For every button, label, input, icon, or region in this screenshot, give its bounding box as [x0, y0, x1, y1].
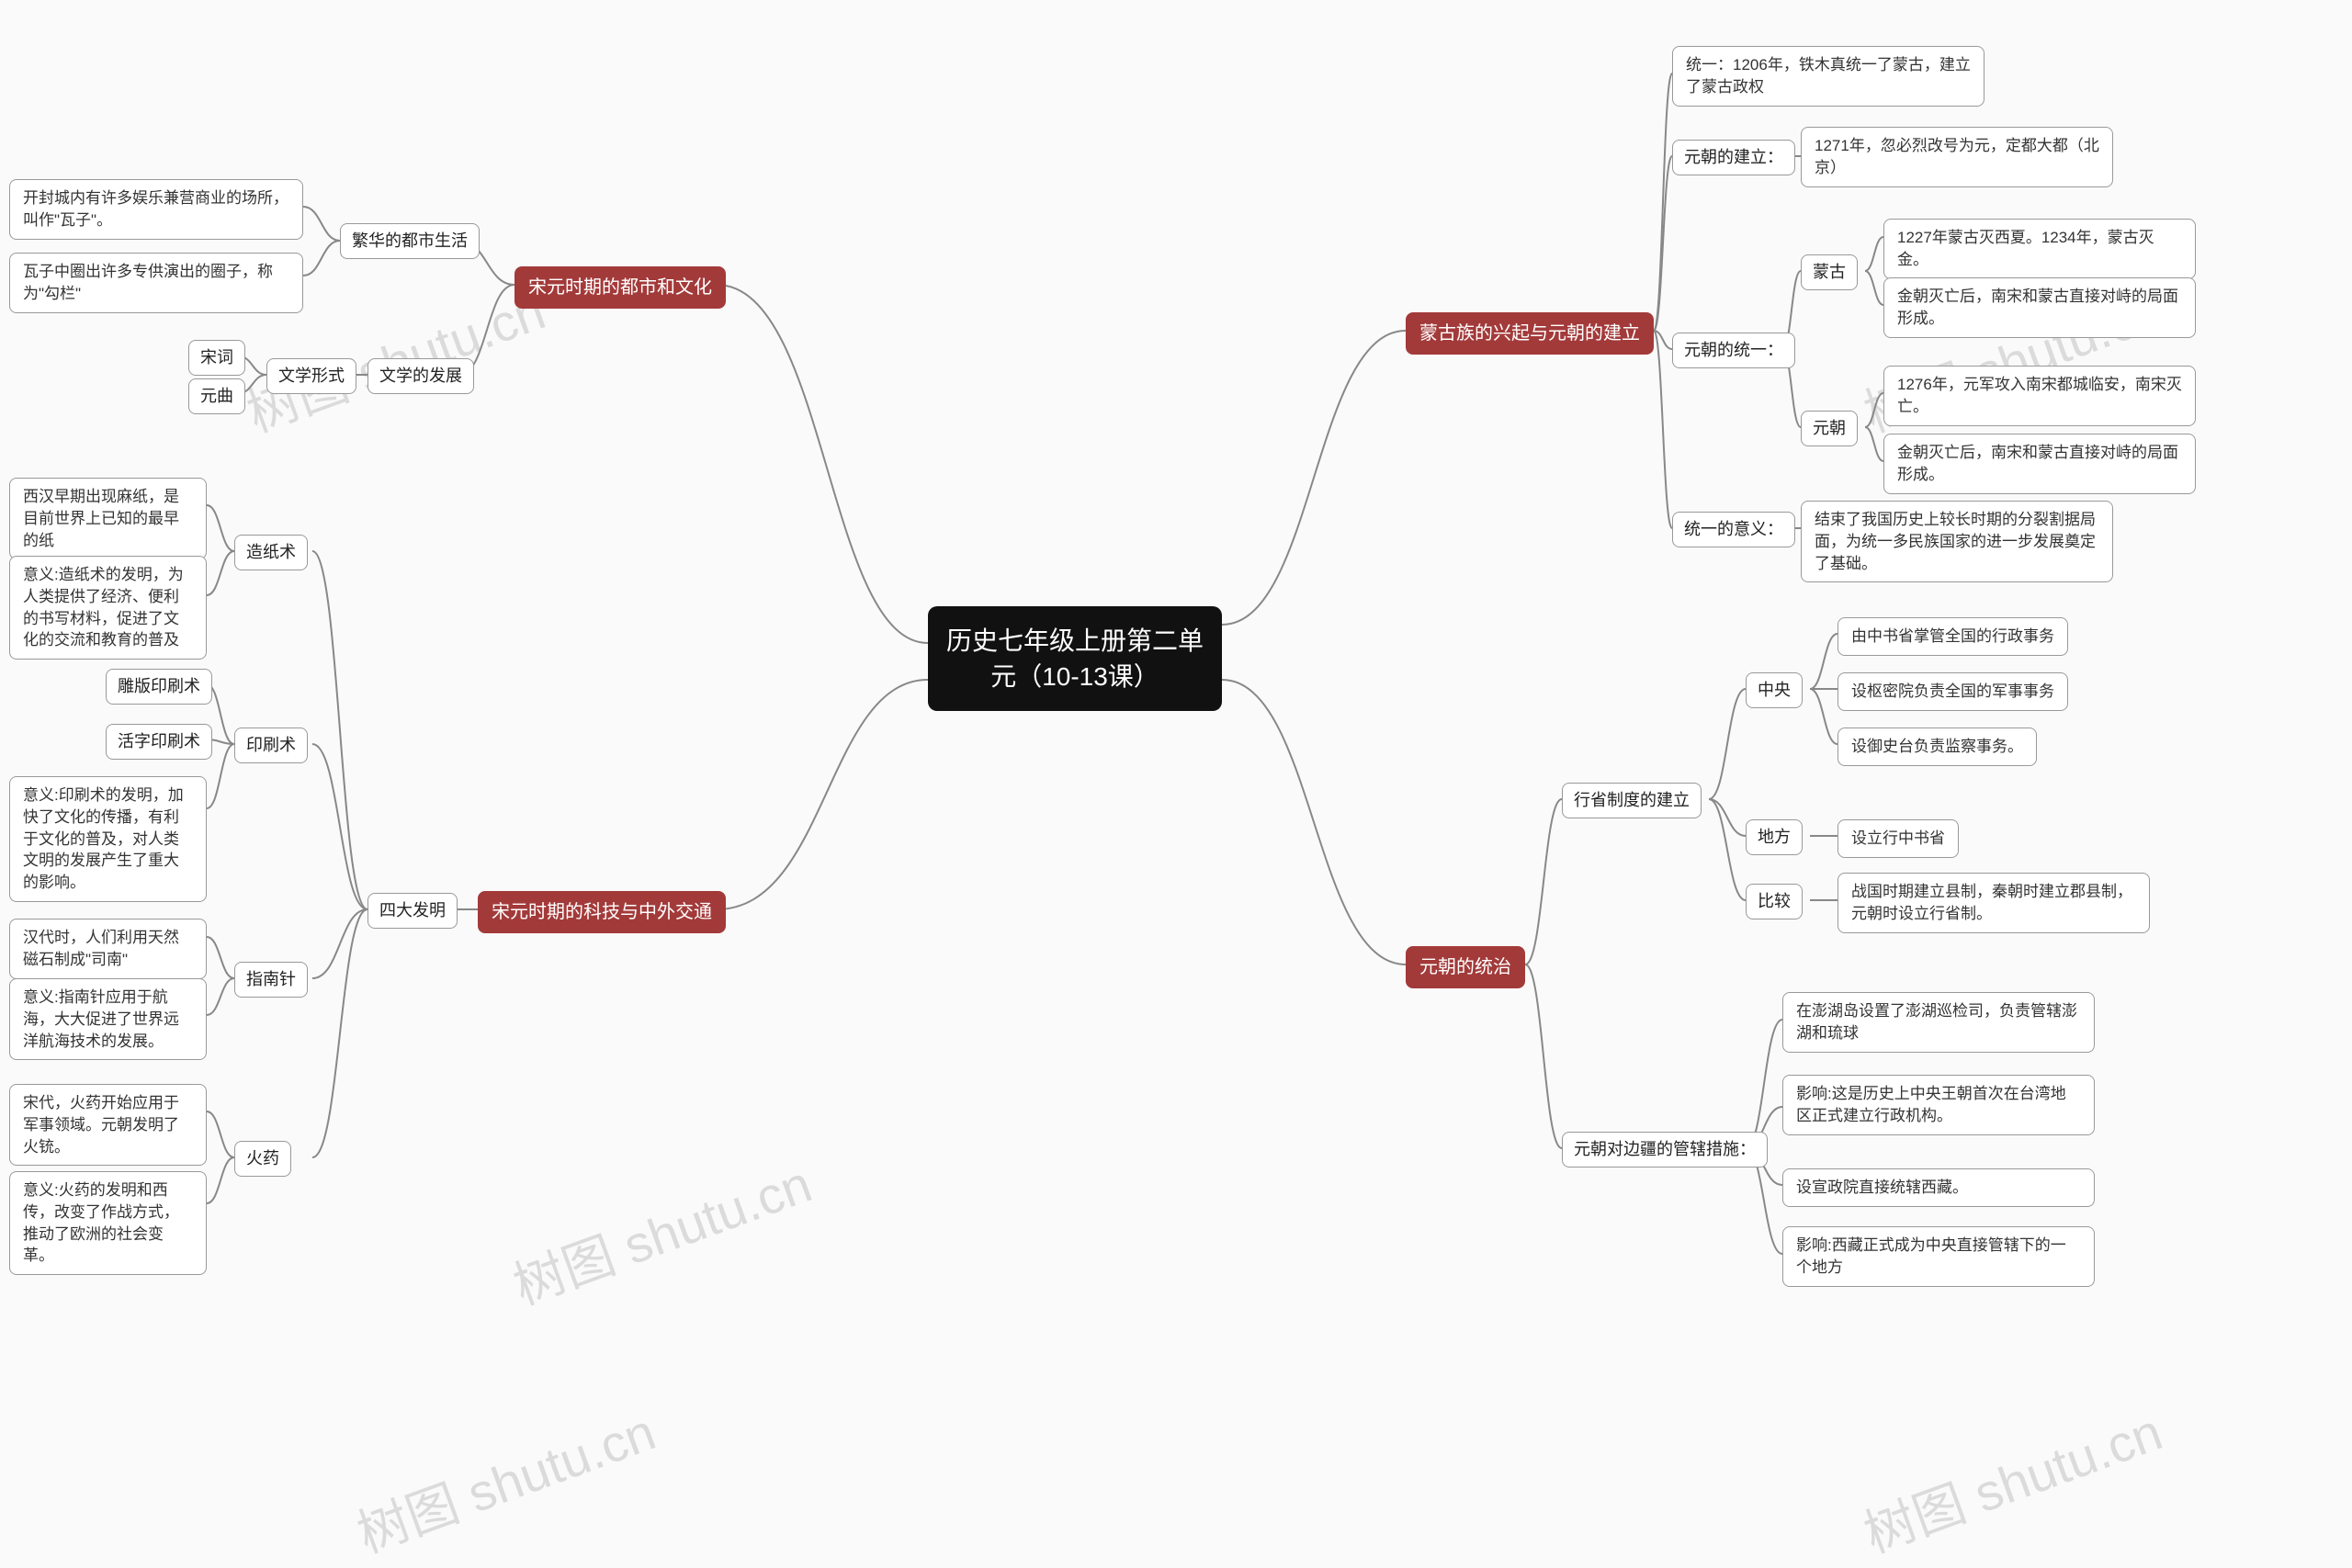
leaf-c1: 由中书省掌管全国的行政事务	[1838, 617, 2068, 656]
node-four-inventions: 四大发明	[368, 893, 458, 929]
leaf-m-b: 金朝灭亡后，南宋和蒙古直接对峙的局面形成。	[1883, 277, 2196, 338]
leaf-printing-b: 活字印刷术	[106, 724, 212, 760]
watermark: 树图 shutu.cn	[345, 1391, 664, 1567]
leaf-b1: 在澎湖岛设置了澎湖巡检司，负责管辖澎湖和琉球	[1782, 992, 2095, 1053]
leaf-b4: 影响:西藏正式成为中央直接管辖下的一个地方	[1782, 1226, 2095, 1287]
leaf-yuanqu: 元曲	[188, 378, 245, 414]
leaf-gunpowder-a: 宋代，火药开始应用于军事领域。元朝发明了火铳。	[9, 1084, 207, 1166]
node-local: 地方	[1746, 819, 1803, 855]
watermark: 树图 shutu.cn	[1852, 1391, 2171, 1567]
branch-mongol: 蒙古族的兴起与元朝的建立	[1406, 312, 1654, 355]
node-central: 中央	[1746, 672, 1803, 708]
node-yuan-unify: 元朝的统一：	[1672, 333, 1795, 368]
leaf-gunpowder-b: 意义:火药的发明和西传，改变了作战方式，推动了欧洲的社会变革。	[9, 1171, 207, 1275]
leaf-mongol-unify: 统一：1206年，铁木真统一了蒙古，建立了蒙古政权	[1672, 46, 1984, 107]
leaf-b3: 设宣政院直接统辖西藏。	[1782, 1168, 2095, 1207]
leaf-citylife-b: 瓦子中圈出许多专供演出的圈子，称为"勾栏"	[9, 253, 303, 313]
leaf-y-a: 1276年，元军攻入南宋都城临安，南宋灭亡。	[1883, 366, 2196, 426]
leaf-local-text: 设立行中书省	[1838, 819, 1959, 858]
leaf-sig-text: 结束了我国历史上较长时期的分裂割据局面，为统一多民族国家的进一步发展奠定了基础。	[1801, 501, 2113, 582]
leaf-songci: 宋词	[188, 340, 245, 376]
leaf-compass-a: 汉代时，人们利用天然磁石制成"司南"	[9, 919, 207, 979]
node-mongolia: 蒙古	[1801, 254, 1858, 290]
node-lit-form: 文学形式	[266, 358, 356, 394]
root-node: 历史七年级上册第二单元（10-13课）	[928, 606, 1222, 711]
watermark: 树图 shutu.cn	[502, 1143, 820, 1319]
node-gunpowder: 火药	[234, 1141, 291, 1177]
leaf-printing-a: 雕版印刷术	[106, 669, 212, 705]
node-literature: 文学的发展	[368, 358, 474, 394]
node-prov: 行省制度的建立	[1562, 783, 1702, 818]
leaf-m-a: 1227年蒙古灭西夏。1234年，蒙古灭金。	[1883, 219, 2196, 279]
leaf-paper-a: 西汉早期出现麻纸，是目前世界上已知的最早的纸	[9, 478, 207, 559]
leaf-b2: 影响:这是历史上中央王朝首次在台湾地区正式建立行政机构。	[1782, 1075, 2095, 1135]
node-yuan-found: 元朝的建立：	[1672, 140, 1795, 175]
leaf-citylife-a: 开封城内有许多娱乐兼营商业的场所，叫作"瓦子"。	[9, 179, 303, 240]
leaf-compass-b: 意义:指南针应用于航海，大大促进了世界远洋航海技术的发展。	[9, 978, 207, 1060]
leaf-c2: 设枢密院负责全国的军事事务	[1838, 672, 2068, 711]
branch-tech: 宋元时期的科技与中外交通	[478, 891, 726, 933]
leaf-c3: 设御史台负责监察事务。	[1838, 728, 2037, 766]
node-yuan: 元朝	[1801, 411, 1858, 446]
branch-culture: 宋元时期的都市和文化	[514, 266, 726, 309]
node-citylife: 繁华的都市生活	[340, 223, 480, 259]
leaf-printing-c: 意义:印刷术的发明，加快了文化的传播，有利于文化的普及，对人类文明的发展产生了重…	[9, 776, 207, 902]
leaf-yuan-found-text: 1271年，忽必烈改号为元，定都大都（北京）	[1801, 127, 2113, 187]
node-sig: 统一的意义：	[1672, 512, 1795, 547]
branch-yuan-rule: 元朝的统治	[1406, 946, 1525, 988]
node-compass: 指南针	[234, 962, 308, 998]
node-paper: 造纸术	[234, 535, 308, 570]
leaf-compare-text: 战国时期建立县制，秦朝时建立郡县制，元朝时设立行省制。	[1838, 873, 2150, 933]
node-border: 元朝对边疆的管辖措施：	[1562, 1132, 1768, 1168]
node-printing: 印刷术	[234, 728, 308, 763]
leaf-paper-b: 意义:造纸术的发明，为人类提供了经济、便利的书写材料，促进了文化的交流和教育的普…	[9, 556, 207, 660]
node-compare: 比较	[1746, 884, 1803, 919]
leaf-y-b: 金朝灭亡后，南宋和蒙古直接对峙的局面形成。	[1883, 434, 2196, 494]
